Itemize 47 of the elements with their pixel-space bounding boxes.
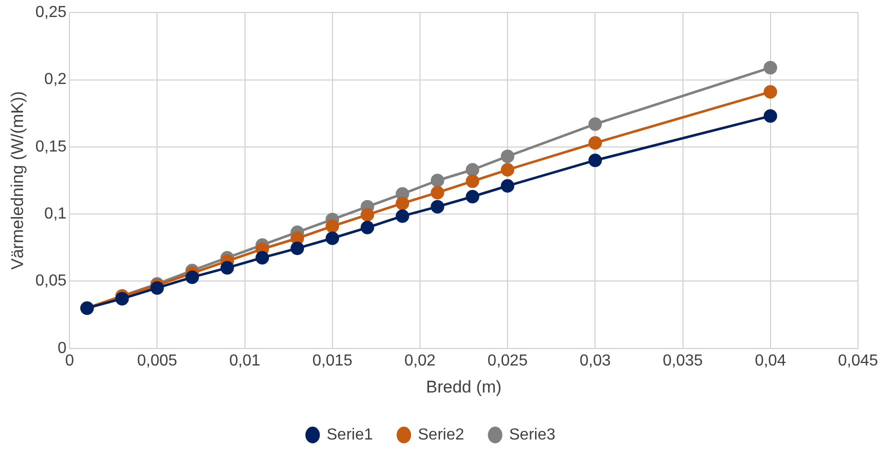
- point: [326, 219, 340, 233]
- y-axis-title: Värmeledning (W/(mK)): [8, 91, 27, 270]
- x-tick-label: 0,01: [229, 352, 260, 370]
- x-tick-label: 0,005: [137, 352, 178, 370]
- x-tick-label: 0,03: [580, 352, 611, 370]
- x-tick-label: 0,045: [838, 352, 878, 370]
- x-tick-label: 0,015: [312, 352, 352, 370]
- point: [326, 232, 340, 246]
- x-tick-label: 0,025: [488, 352, 528, 370]
- y-tick-label: 0,25: [35, 4, 67, 22]
- x-tick-label: 0,035: [662, 352, 703, 370]
- point: [430, 186, 444, 200]
- point: [466, 174, 480, 188]
- point: [396, 209, 410, 223]
- point: [466, 163, 480, 177]
- point: [115, 292, 129, 306]
- point: [500, 150, 514, 164]
- y-tick-label: 0,05: [35, 272, 67, 290]
- point: [185, 270, 199, 284]
- point: [430, 200, 444, 214]
- x-axis-title: Bredd (m): [426, 377, 502, 396]
- legend-label: Serie2: [418, 426, 464, 444]
- x-tick-label: 0,04: [754, 352, 786, 370]
- point: [764, 85, 778, 99]
- point: [360, 220, 374, 234]
- point: [500, 163, 514, 177]
- legend-label: Serie1: [326, 426, 373, 444]
- point: [588, 136, 602, 150]
- point: [466, 190, 480, 204]
- point: [764, 109, 778, 123]
- point: [220, 261, 234, 275]
- y-tick-label: 0: [58, 340, 67, 357]
- legend-label: Serie3: [509, 426, 556, 444]
- point: [500, 179, 514, 193]
- x-tick-label: 0,02: [404, 352, 436, 370]
- point: [150, 281, 164, 295]
- point: [764, 60, 778, 74]
- point: [430, 174, 444, 188]
- y-tick-label: 0,2: [44, 71, 67, 88]
- point: [256, 250, 270, 264]
- point: [396, 196, 410, 210]
- point: [290, 242, 304, 256]
- y-tick-label: 0,1: [44, 205, 67, 222]
- y-tick-label: 0,15: [35, 138, 67, 156]
- point: [360, 208, 374, 222]
- point: [588, 154, 602, 168]
- point: [588, 117, 602, 131]
